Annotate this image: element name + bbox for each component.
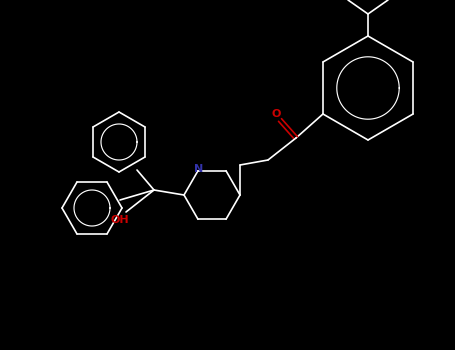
Text: O: O — [271, 109, 281, 119]
Text: N: N — [194, 164, 204, 174]
Text: OH: OH — [111, 215, 129, 225]
